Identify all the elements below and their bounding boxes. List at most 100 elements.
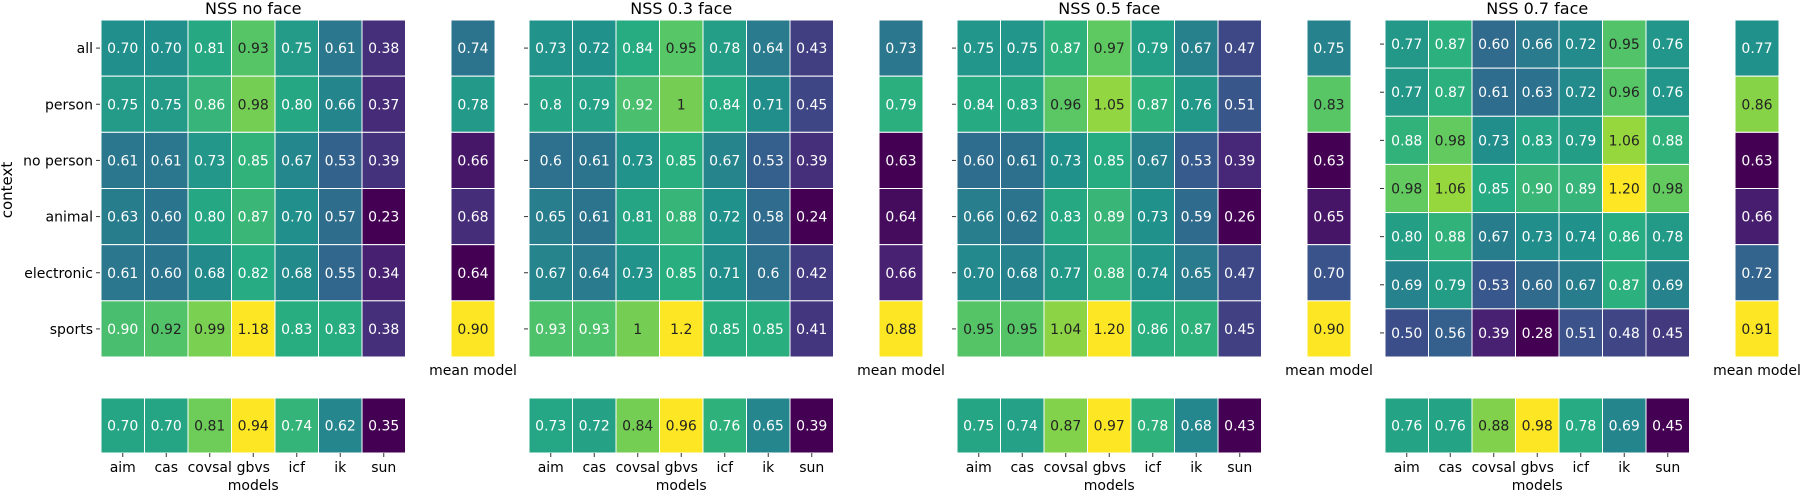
heatmap-cell-label: 0.60 <box>1478 37 1509 53</box>
heatmap-cell <box>1174 188 1219 246</box>
mean-model-cell-label: 0.90 <box>457 322 488 338</box>
mean-model-cell <box>450 19 496 77</box>
heatmap-cell <box>231 75 276 133</box>
heatmap-cell <box>1645 163 1690 214</box>
heatmap-cell-label: 0.67 <box>1478 230 1509 246</box>
heatmap-cell-label: 0.65 <box>1181 266 1212 282</box>
heatmap-cell <box>361 75 406 133</box>
heatmap-cell <box>1130 19 1175 77</box>
panel-title: NSS no face <box>205 0 301 18</box>
heatmap-cell <box>1515 308 1560 358</box>
heatmap-cell-label: 0.38 <box>368 322 399 338</box>
heatmap-cell-label: 0.89 <box>1094 210 1125 226</box>
heatmap-cell-label: 0.73 <box>1478 133 1509 149</box>
heatmap-cell-label: 0.97 <box>1094 41 1125 57</box>
mean-context-cell-label: 0.35 <box>368 419 399 435</box>
heatmap-cell <box>1645 260 1690 310</box>
heatmap-cell-label: 0.71 <box>709 266 740 282</box>
mean-model-cell <box>1734 75 1780 133</box>
heatmap-cell-label: 0.67 <box>1137 153 1168 169</box>
mean-context-cell <box>361 397 406 454</box>
heatmap-cell-label: 0.85 <box>238 153 269 169</box>
mean-context-cell-label: 0.74 <box>281 419 312 435</box>
heatmap-cell-label: 0.80 <box>1391 230 1422 246</box>
heatmap-cell <box>1428 115 1473 165</box>
heatmap-cell-label: 0.73 <box>622 153 653 169</box>
heatmap-cell-label: 0.6 <box>540 153 562 169</box>
mean-model-cell <box>450 244 496 302</box>
heatmap-cell-label: 0.61 <box>1478 85 1509 101</box>
heatmap-cell-label: 0.72 <box>1565 85 1596 101</box>
row-label: no person <box>23 153 93 169</box>
heatmap-cell-label: 0.73 <box>535 41 566 57</box>
mean-model-cell <box>1734 300 1780 358</box>
heatmap-cell-label: 0.92 <box>622 97 653 113</box>
heatmap-cell <box>231 188 276 246</box>
heatmap-cell <box>615 131 660 189</box>
mean-context-cell-label: 0.45 <box>1652 419 1683 435</box>
mean-model-cell <box>450 75 496 133</box>
heatmap-cell-label: 0.80 <box>281 97 312 113</box>
heatmap-cell-label: 0.48 <box>1609 326 1640 342</box>
heatmap-cell <box>187 188 232 246</box>
heatmap-cell-label: 0.60 <box>1522 278 1553 294</box>
heatmap-cell <box>572 75 617 133</box>
heatmap-cell-label: 0.77 <box>1391 85 1422 101</box>
heatmap-cell <box>746 75 791 133</box>
heatmap-cell <box>100 188 145 246</box>
mean-model-cell-label: 0.73 <box>885 41 916 57</box>
heatmap-cell <box>1043 131 1088 189</box>
heatmap-cell <box>1384 308 1429 358</box>
heatmap-cell <box>1471 260 1516 310</box>
heatmap-cell-label: 0.23 <box>368 210 399 226</box>
heatmap-cell-label: 0.78 <box>1652 230 1683 246</box>
heatmap-cell-label: 0.56 <box>1435 326 1466 342</box>
mean-model-cell <box>878 19 924 77</box>
heatmap-cell <box>1130 188 1175 246</box>
heatmap-cell <box>1043 244 1088 302</box>
heatmap-cell <box>1384 67 1429 117</box>
x-axis-label: models <box>228 478 279 494</box>
heatmap-cell-label: 0.93 <box>238 41 269 57</box>
heatmap-cell-label: 0.60 <box>151 210 182 226</box>
mean-model-cell <box>878 75 924 133</box>
heatmap-cell-label: 0.55 <box>325 266 356 282</box>
heatmap-cell <box>659 300 704 358</box>
heatmap-cell <box>318 244 363 302</box>
heatmap-cell-label: 0.93 <box>535 322 566 338</box>
mean-context-cell-label: 0.70 <box>107 419 138 435</box>
mean-model-cell-label: 0.70 <box>1313 266 1344 282</box>
heatmap-cell-label: 0.8 <box>540 97 562 113</box>
heatmap-cell-label: 0.74 <box>1137 266 1168 282</box>
heatmap-cell <box>615 300 660 358</box>
heatmap-cell-label: 0.61 <box>325 41 356 57</box>
heatmap-cell-label: 0.99 <box>194 322 225 338</box>
mean-model-cell <box>1306 244 1352 302</box>
mean-context-cell-label: 0.87 <box>1050 419 1081 435</box>
heatmap-cell <box>1428 260 1473 310</box>
mean-model-cell <box>1306 188 1352 246</box>
x-tick-label: ik <box>1190 460 1203 476</box>
mean-model-cell <box>878 300 924 358</box>
mean-model-cell-label: 0.64 <box>457 266 488 282</box>
heatmap-cell <box>746 19 791 77</box>
heatmap-cell-label: 0.87 <box>1050 41 1081 57</box>
heatmap-cell <box>1471 308 1516 358</box>
mean-context-cell-label: 0.68 <box>1181 419 1212 435</box>
mean-context-cell <box>1384 397 1429 454</box>
heatmap-panel-2: NSS 0.3 face 0.73 0.72 0.84 0.95 0.78 0.64 0.43… <box>524 0 945 494</box>
heatmap-cell-label: 0.87 <box>1181 322 1212 338</box>
mean-model-cell-label: 0.65 <box>1313 210 1344 226</box>
mean-context-cell <box>1043 397 1088 454</box>
x-tick-label: aim <box>1394 460 1420 476</box>
heatmap-cell-label: 1.06 <box>1435 182 1466 198</box>
heatmap-cell <box>187 300 232 358</box>
mean-model-cell <box>1306 75 1352 133</box>
heatmap-cell-label: 0.92 <box>151 322 182 338</box>
heatmap-cell <box>1384 260 1429 310</box>
mean-context-cell-label: 0.75 <box>963 419 994 435</box>
heatmap-cell <box>1217 131 1262 189</box>
mean-context-cell <box>1217 397 1262 454</box>
heatmap-cell-label: 0.68 <box>1007 266 1038 282</box>
heatmap-cell <box>528 19 573 77</box>
